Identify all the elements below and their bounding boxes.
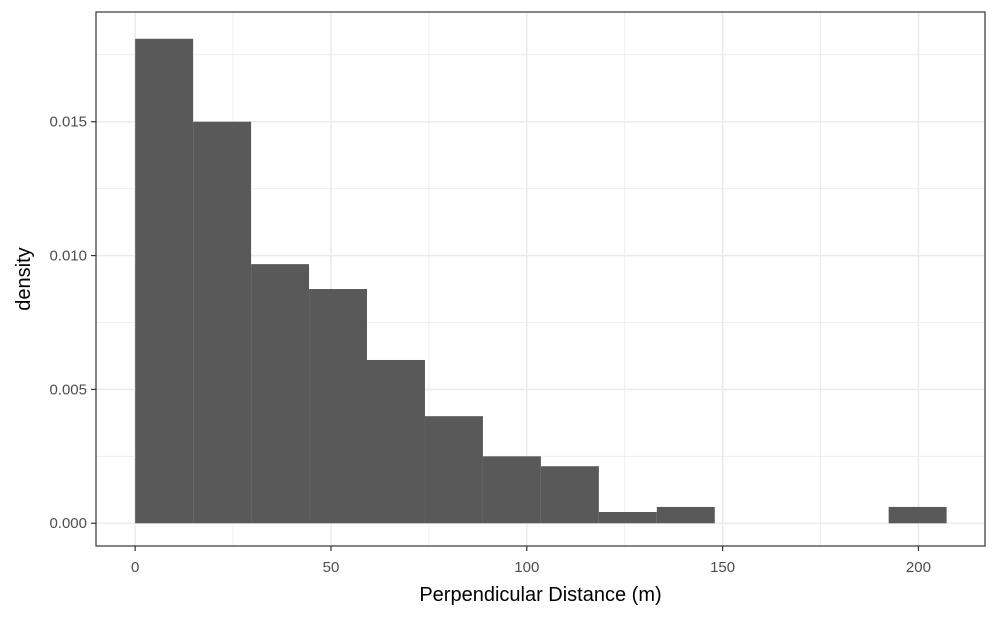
x-tick-label: 100: [514, 559, 539, 576]
x-axis-title: Perpendicular Distance (m): [419, 584, 661, 606]
histogram-bars: [135, 38, 947, 524]
histogram-bar: [656, 506, 715, 524]
x-tick-label: 150: [710, 559, 735, 576]
x-axis-ticks: 0 50 100 150 200: [131, 546, 931, 576]
y-tick-label: 0.015: [49, 114, 87, 131]
histogram-bar: [367, 359, 425, 524]
x-tick-label: 200: [906, 559, 931, 576]
y-axis-title: density: [13, 247, 35, 310]
histogram-bar: [193, 121, 252, 524]
histogram-bar: [888, 506, 947, 524]
histogram-bar: [135, 38, 194, 524]
histogram-bar: [482, 456, 541, 524]
histogram-bar: [251, 264, 310, 524]
panel-border: [95, 11, 986, 547]
histogram-bar: [424, 416, 483, 524]
histogram-bar: [540, 466, 599, 524]
y-axis-ticks: 0.000 0.005 0.010 0.015: [49, 114, 96, 532]
y-tick-label: 0.005: [49, 381, 87, 398]
histogram-bar: [309, 289, 368, 524]
x-tick-label: 50: [323, 559, 340, 576]
histogram-bar: [598, 512, 657, 524]
x-tick-label: 0: [131, 559, 139, 576]
y-tick-label: 0.000: [49, 515, 87, 532]
y-tick-label: 0.010: [49, 248, 87, 265]
minor-gridlines: [96, 12, 985, 546]
